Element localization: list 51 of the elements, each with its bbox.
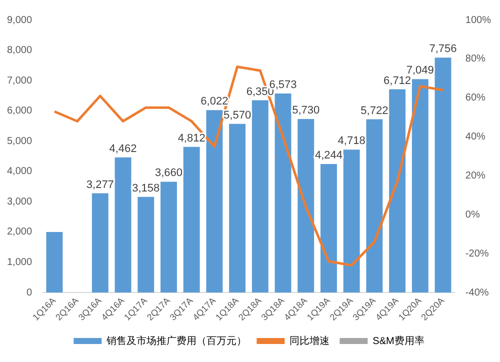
bar: [160, 182, 177, 293]
y-tick-label: 0: [26, 287, 32, 298]
bar: [389, 89, 406, 293]
y2-tick-label: 40%: [465, 132, 486, 143]
y-tick-label: 9,000: [6, 14, 32, 26]
data-label: 5,570: [224, 109, 252, 122]
y-tick-label: 1,000: [6, 257, 32, 268]
data-label: 3,158: [132, 182, 160, 194]
bar: [92, 193, 108, 293]
legend-label: 销售及市场推广费用（百万元）: [106, 334, 247, 347]
y2-tick-label: -40%: [465, 287, 489, 298]
y-tick-label: 5,000: [6, 136, 32, 147]
y-tick-label: 2,000: [6, 226, 32, 238]
data-label: 3,660: [154, 167, 182, 180]
data-label: 5,730: [292, 104, 320, 117]
data-label: 5,722: [360, 104, 388, 117]
bar: [412, 79, 428, 293]
y-tick-label: 4,000: [6, 166, 32, 178]
y-tick-label: 6,000: [6, 106, 32, 117]
y2-tick-label: 0%: [465, 209, 480, 220]
legend-label: S&M费用率: [372, 334, 424, 347]
data-label: 6,712: [384, 74, 412, 87]
bar: [274, 94, 292, 293]
bar: [343, 150, 360, 293]
y2-tick-label: 100%: [465, 14, 492, 26]
y2-tick-label: 20%: [465, 170, 486, 182]
bar: [320, 164, 337, 293]
bar: [46, 232, 63, 293]
data-label: 4,812: [178, 132, 206, 144]
data-label: 7,756: [429, 43, 457, 56]
y2-tick-label: 60%: [465, 92, 486, 104]
y-tick-label: 3,000: [6, 196, 32, 208]
bar: [434, 58, 452, 293]
data-label: 4,718: [338, 135, 366, 148]
y2-tick-label: -20%: [465, 248, 489, 260]
data-label: 7,049: [406, 64, 434, 77]
legend-label: 同比增速: [290, 334, 330, 347]
bar: [366, 119, 383, 293]
data-label: 4,462: [109, 142, 137, 155]
y-tick-label: 8,000: [6, 45, 32, 56]
data-label: 4,244: [314, 150, 342, 162]
bar: [183, 146, 200, 293]
y-tick-label: 7,000: [6, 75, 32, 86]
data-label: 3,277: [86, 178, 114, 191]
bar: [114, 157, 132, 293]
bar: [138, 196, 154, 293]
bar: [298, 119, 314, 293]
bar: [206, 110, 223, 293]
bar: [229, 124, 246, 293]
bar: [252, 100, 268, 293]
y2-tick-label: 80%: [465, 54, 486, 65]
